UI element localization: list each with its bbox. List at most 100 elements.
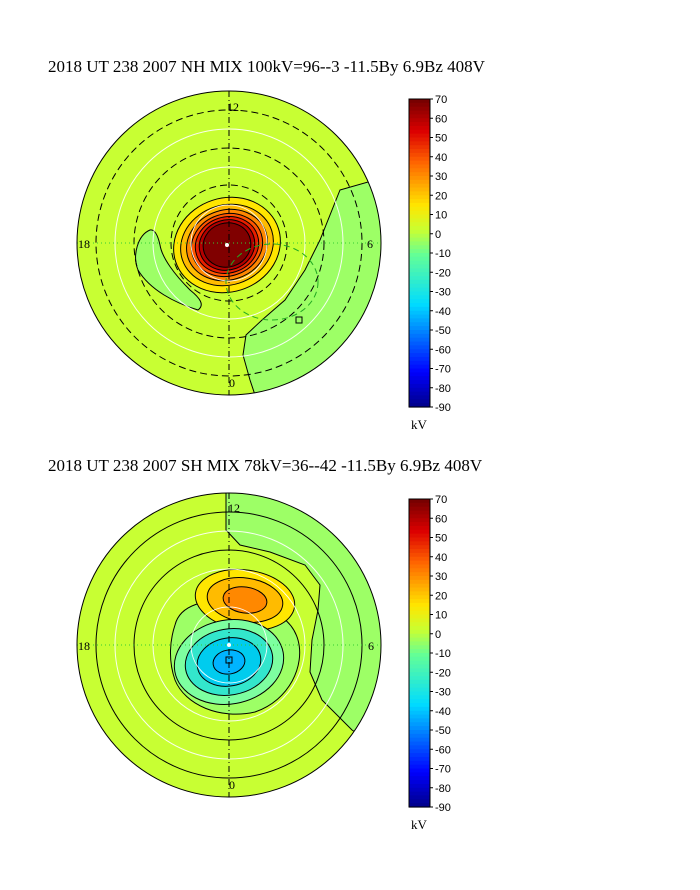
- nh-colorbar-tick-label: 60: [435, 113, 447, 125]
- nh-colorbar-segment: [409, 206, 430, 212]
- nh-positive-cell: [173, 196, 281, 294]
- nh-colorbar-segment: [409, 387, 430, 393]
- sh-colorbar-segment: [409, 772, 430, 777]
- sh-positive-cell: [194, 568, 296, 632]
- nh-colorbar-segment: [409, 222, 430, 227]
- nh-colorbar-segment: [409, 102, 430, 108]
- sh-colorbar-segment: [409, 653, 430, 658]
- nh-colorbar-segment: [409, 306, 430, 312]
- sh-mlt-12: 12: [228, 501, 240, 515]
- sh-colorbar-segment: [409, 764, 430, 770]
- nh-pole-marker: [225, 243, 229, 247]
- sh-colorbar-segment: [409, 591, 430, 596]
- sh-colorbar-tick-label: 20: [435, 590, 447, 602]
- sh-colorbar-segment: [409, 645, 430, 650]
- sh-colorbar-segment: [409, 560, 430, 566]
- nh-colorbar-segment: [409, 249, 430, 254]
- nh-colorbar-segment: [409, 183, 430, 189]
- nh-colorbar-segment: [409, 333, 430, 339]
- sh-colorbar-tick-label: -60: [435, 744, 451, 756]
- sh-colorbar-segment: [409, 706, 430, 712]
- sh-colorbar-segment: [409, 602, 430, 608]
- nh-colorbar-tick-label: 40: [435, 152, 447, 164]
- nh-colorbar-segment: [409, 145, 430, 150]
- nh-panel-title: 2018 UT 238 2007 NH MIX 100kV=96--3 -11.…: [48, 57, 485, 76]
- nh-colorbar-segment: [409, 114, 430, 119]
- nh-colorbar-segment: [409, 237, 430, 243]
- nh-colorbar-segment: [409, 168, 430, 173]
- nh-colorbar-segment: [409, 241, 430, 246]
- sh-colorbar-segment: [409, 668, 430, 673]
- sh-colorbar-segment: [409, 595, 430, 600]
- sh-colorbar-segment: [409, 499, 430, 504]
- sh-colorbar-segment: [409, 780, 430, 785]
- sh-colorbar-segment: [409, 502, 430, 508]
- sh-colorbar-segment: [409, 664, 430, 669]
- nh-colorbar-segment: [409, 272, 430, 277]
- nh-colorbar-segment: [409, 176, 430, 181]
- nh-colorbar-segment: [409, 137, 430, 142]
- nh-colorbar-segment: [409, 403, 430, 408]
- nh-colorbar-segment: [409, 295, 430, 300]
- sh-colorbar-segment: [409, 730, 430, 735]
- sh-colorbar-segment: [409, 726, 430, 731]
- nh-colorbar-segment: [409, 264, 430, 269]
- sh-colorbar-segment: [409, 691, 430, 696]
- sh-colorbar-tick-label: -20: [435, 667, 451, 679]
- nh-colorbar-segment: [409, 118, 430, 123]
- sh-colorbar-segment: [409, 583, 430, 589]
- nh-colorbar-segment: [409, 152, 430, 158]
- nh-colorbar-segment: [409, 160, 430, 166]
- sh-colorbar-tick-label: -90: [435, 802, 451, 814]
- nh-colorbar-segment: [409, 202, 430, 208]
- nh-colorbar-segment: [409, 149, 430, 154]
- nh-colorbar-segment: [409, 260, 430, 266]
- sh-colorbar-segment: [409, 641, 430, 646]
- nh-colorbar-segment: [409, 218, 430, 223]
- nh-dusk-region: [135, 229, 202, 311]
- nh-colorbar-segment: [409, 345, 430, 350]
- sh-colorbar-tick-label: 10: [435, 610, 447, 622]
- sh-colorbar-segment: [409, 633, 430, 639]
- nh-colorbar-segment: [409, 195, 430, 200]
- sh-square-marker: [225, 656, 233, 664]
- nh-colorbar-unit: kV: [411, 417, 428, 432]
- sh-colorbar-tick-label: -70: [435, 764, 451, 776]
- sh-colorbar-segment: [409, 714, 430, 720]
- nh-colorbar-segment: [409, 360, 430, 366]
- nh-colorbar-segment: [409, 276, 430, 281]
- sh-colorbar-segment: [409, 587, 430, 592]
- nh-colorbar-tick-label: -40: [435, 306, 451, 318]
- nh-colorbar-tick-label: 50: [435, 133, 447, 145]
- sh-colorbar-segment: [409, 733, 430, 739]
- nh-colorbar-segment: [409, 156, 430, 162]
- sh-colorbar: 70 60 50 40 30 20 10 0 -10 -20 -30 -40 -50 -60 -70 -80 -…: [408, 494, 451, 832]
- sh-colorbar-segment: [409, 768, 430, 773]
- sh-colorbar-segment: [409, 637, 430, 643]
- sh-colorbar-segment: [409, 525, 430, 531]
- sh-colorbar-segment: [409, 610, 430, 616]
- nh-colorbar-segment: [409, 383, 430, 389]
- sh-map-border: [76, 492, 382, 798]
- sh-colorbar-segment: [409, 568, 430, 573]
- sh-colorbar-segment: [409, 614, 430, 619]
- sh-colorbar-segment: [409, 703, 430, 708]
- sh-colorbar-tick-label: 60: [435, 513, 447, 525]
- sh-colorbar-segment: [409, 749, 430, 754]
- sh-colorbar-segment: [409, 783, 430, 789]
- nh-colorbar-segment: [409, 337, 430, 343]
- sh-mlt-6: 6: [368, 639, 374, 653]
- sh-colorbar-segment: [409, 506, 430, 512]
- nh-colorbar-segment: [409, 299, 430, 304]
- nh-colorbar-tick-label: -80: [435, 383, 451, 395]
- nh-colorbar-segment: [409, 125, 430, 131]
- nh-colorbar-segment: [409, 110, 430, 115]
- sh-colorbar-segment: [409, 683, 430, 689]
- sh-colorbar-segment: [409, 672, 430, 677]
- sh-pole-marker: [227, 643, 231, 647]
- sh-colorbar-segment: [409, 656, 430, 662]
- nh-colorbar-segment: [409, 256, 430, 262]
- sh-colorbar-segment: [409, 803, 430, 808]
- nh-colorbar-tick-label: -20: [435, 267, 451, 279]
